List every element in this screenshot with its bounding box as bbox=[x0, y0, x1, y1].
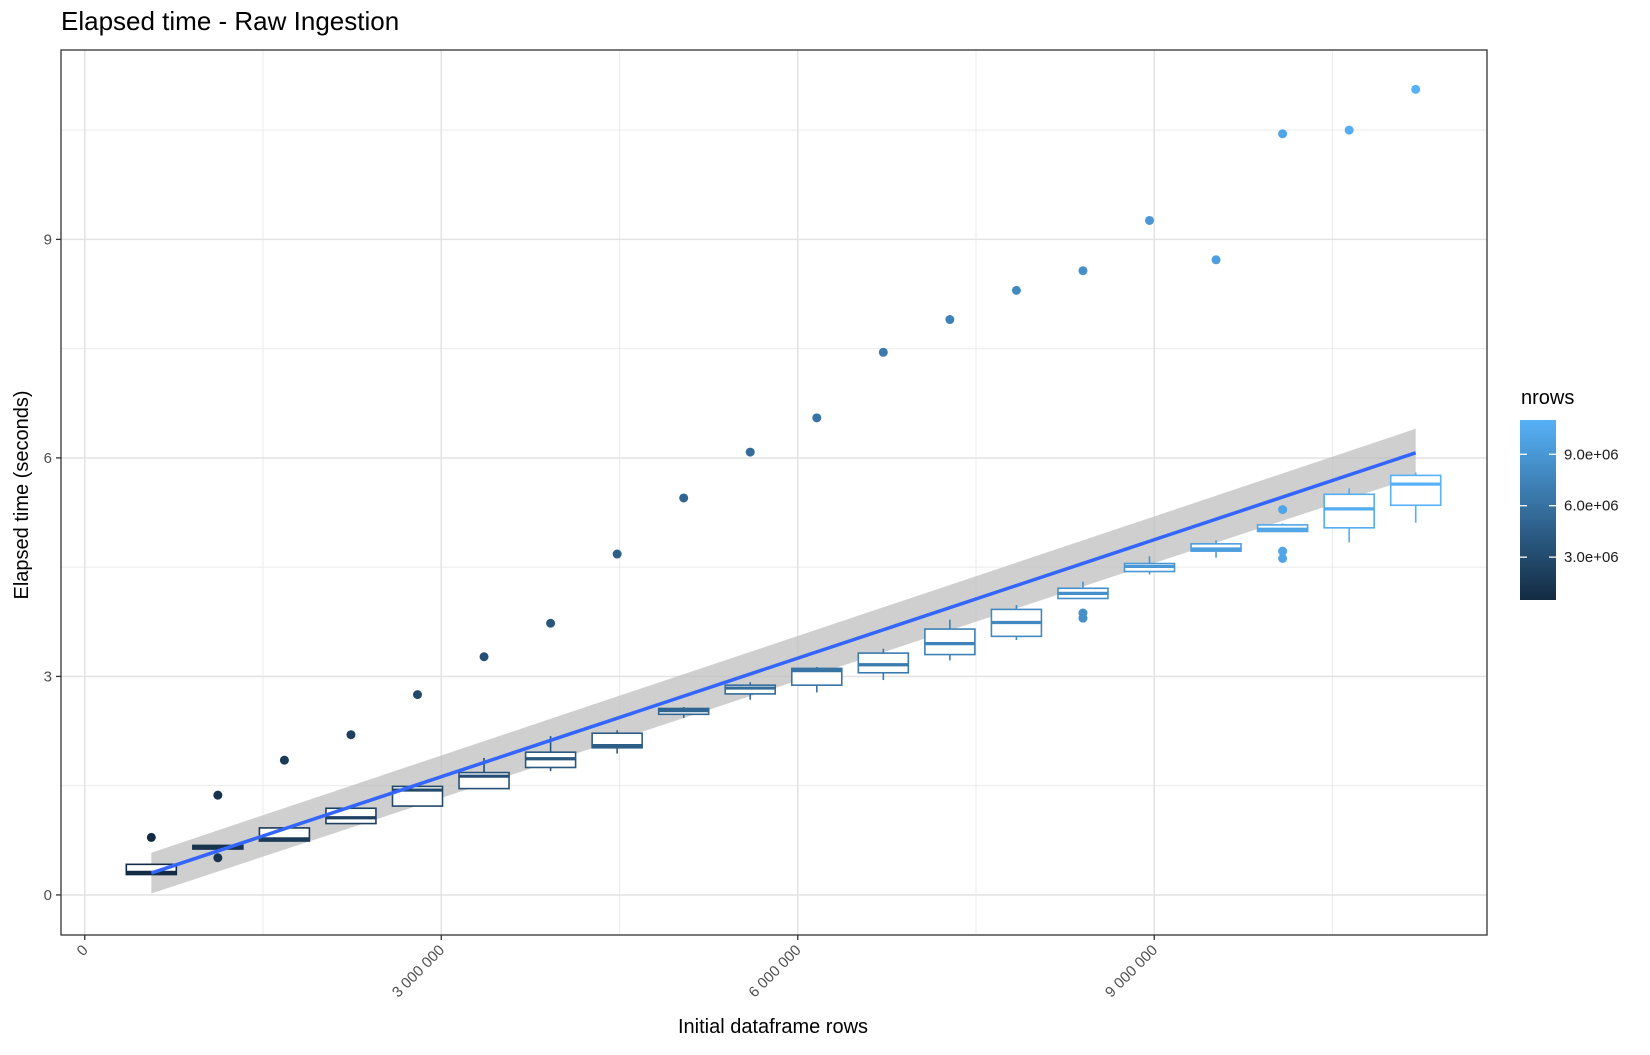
outlier-point bbox=[945, 315, 955, 325]
outlier-point bbox=[413, 690, 422, 700]
box-group bbox=[1190, 255, 1242, 558]
y-axis-title: Elapsed time (seconds) bbox=[11, 391, 33, 600]
legend-tick-label: 3.0e+06 bbox=[1564, 549, 1619, 566]
outlier-point bbox=[213, 853, 223, 863]
outlier-point bbox=[612, 549, 622, 559]
outlier-point bbox=[1078, 266, 1088, 276]
box-group bbox=[657, 493, 710, 718]
box-group bbox=[1323, 125, 1375, 543]
outlier-point bbox=[1011, 285, 1021, 295]
plot-area: 0 3 6 9 0 3 000 000 6 000 000 9 000 000 3.0e+06 6… bbox=[44, 49, 1619, 1001]
outlier-point bbox=[1344, 125, 1354, 135]
outlier-point bbox=[1278, 505, 1288, 515]
outlier-point bbox=[546, 618, 556, 628]
box-group bbox=[857, 347, 910, 681]
x-tick-label: 0 bbox=[74, 942, 92, 960]
legend-colorbar bbox=[1520, 420, 1556, 600]
outlier-point bbox=[1078, 613, 1088, 623]
outlier-point bbox=[146, 832, 156, 842]
x-axis-title: Initial dataframe rows bbox=[678, 1016, 868, 1038]
outlier-point bbox=[745, 447, 755, 457]
chart-title: Elapsed time - Raw Ingestion bbox=[61, 6, 399, 36]
outlier-point bbox=[479, 652, 489, 662]
plot-border bbox=[60, 49, 1488, 936]
y-tick-label: 0 bbox=[44, 887, 52, 904]
outlier-point bbox=[1278, 553, 1288, 563]
outlier-point bbox=[1211, 255, 1221, 265]
box-body bbox=[325, 807, 377, 825]
box-body bbox=[857, 652, 910, 674]
x-tick-label: 6 000 000 bbox=[745, 942, 804, 1001]
y-tick-label: 3 bbox=[44, 668, 52, 685]
box-group bbox=[990, 285, 1043, 640]
box-group bbox=[1057, 266, 1109, 623]
legend-tick-label: 6.0e+06 bbox=[1564, 498, 1619, 515]
box-group bbox=[924, 315, 976, 661]
outlier-point bbox=[279, 755, 289, 765]
legend-title: nrows bbox=[1521, 387, 1574, 409]
box-group bbox=[790, 413, 843, 693]
box-group bbox=[524, 618, 577, 772]
y-tick-label: 6 bbox=[44, 450, 52, 467]
outlier-point bbox=[812, 413, 822, 423]
outlier-point bbox=[1278, 129, 1288, 139]
outlier-point bbox=[1145, 215, 1155, 225]
box-body bbox=[1389, 474, 1442, 507]
box-group bbox=[591, 549, 643, 754]
outlier-point bbox=[878, 347, 888, 357]
legend-tick-label: 9.0e+06 bbox=[1564, 446, 1619, 463]
x-tick-label: 9 000 000 bbox=[1102, 942, 1161, 1001]
outlier-point bbox=[346, 730, 356, 740]
box-body bbox=[924, 628, 976, 656]
box-group bbox=[458, 652, 510, 790]
outlier-point bbox=[1411, 84, 1421, 94]
box-group bbox=[1389, 84, 1442, 523]
box-group bbox=[724, 447, 777, 700]
box-body bbox=[790, 667, 843, 686]
y-tick-label: 9 bbox=[44, 231, 52, 248]
x-tick-label: 3 000 000 bbox=[389, 942, 448, 1001]
box-group bbox=[125, 832, 178, 876]
outlier-point bbox=[1278, 546, 1288, 556]
trend-line bbox=[150, 451, 1417, 875]
box-body bbox=[1323, 493, 1375, 529]
box-group bbox=[1123, 215, 1176, 575]
outlier-point bbox=[213, 790, 223, 800]
box-body bbox=[125, 863, 178, 876]
outlier-point bbox=[679, 493, 689, 503]
box-group bbox=[1256, 129, 1309, 563]
